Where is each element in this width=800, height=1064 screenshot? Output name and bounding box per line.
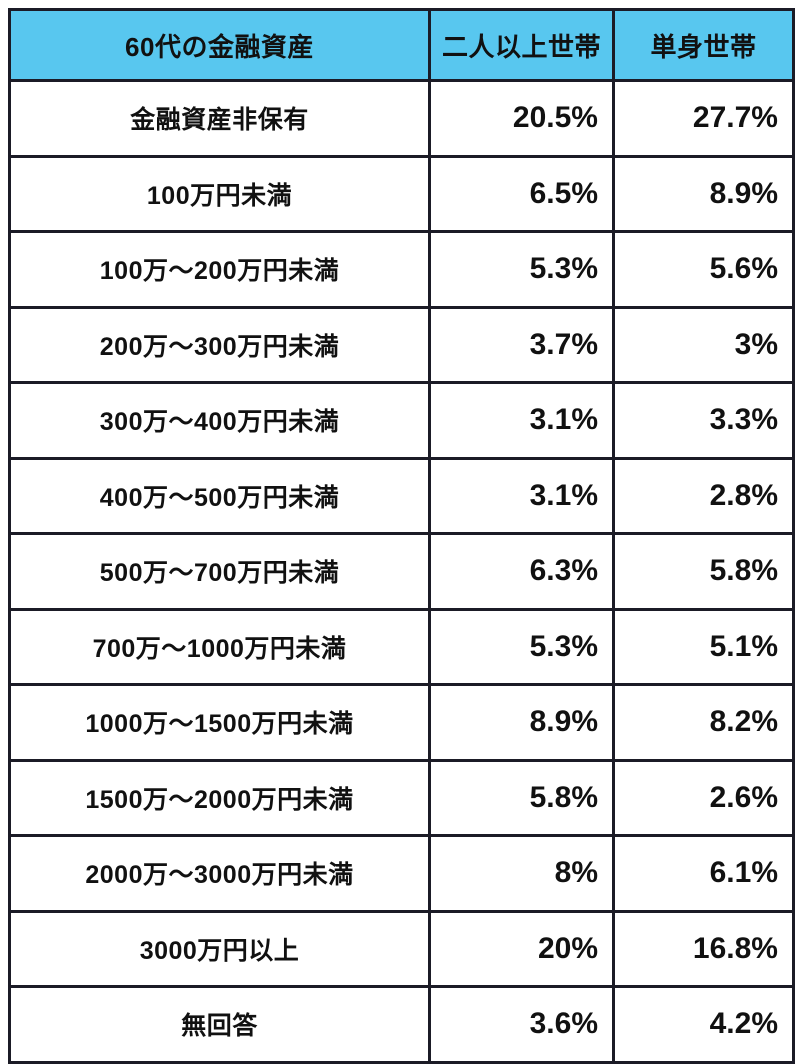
two-person-value-cell: 20.5% [428,79,615,158]
category-cell: 3000万円以上 [8,909,431,988]
two-person-value-cell: 8.9% [428,683,615,762]
financial-assets-table-container: 60代の金融資産 二人以上世帯 単身世帯 金融資産非保有 20.5% 27.7%… [8,8,795,1064]
two-person-value-cell: 8% [428,834,615,913]
table-row: 700万〜1000万円未満 5.3% 5.1% [8,607,795,686]
two-person-value-cell: 3.1% [428,456,615,535]
category-cell: 1000万〜1500万円未満 [8,683,431,762]
table-row: 1000万〜1500万円未満 8.9% 8.2% [8,683,795,762]
category-cell: 2000万〜3000万円未満 [8,834,431,913]
single-value-cell: 6.1% [612,834,795,913]
category-cell: 金融資産非保有 [8,79,431,158]
category-cell: 100万〜200万円未満 [8,230,431,309]
category-cell: 300万〜400万円未満 [8,381,431,460]
category-cell: 1500万〜2000万円未満 [8,758,431,837]
table-row: 3000万円以上 20% 16.8% [8,909,795,988]
single-value-cell: 3.3% [612,381,795,460]
table-body: 金融資産非保有 20.5% 27.7% 100万円未満 6.5% 8.9% 10… [8,79,795,1064]
header-category: 60代の金融資産 [8,8,431,82]
two-person-value-cell: 5.3% [428,607,615,686]
single-value-cell: 8.2% [612,683,795,762]
two-person-value-cell: 3.6% [428,985,615,1064]
single-value-cell: 3% [612,305,795,384]
table-row: 無回答 3.6% 4.2% [8,985,795,1064]
two-person-value-cell: 3.7% [428,305,615,384]
header-row: 60代の金融資産 二人以上世帯 単身世帯 [8,8,795,82]
single-value-cell: 2.6% [612,758,795,837]
table-row: 400万〜500万円未満 3.1% 2.8% [8,456,795,535]
financial-assets-table: 60代の金融資産 二人以上世帯 単身世帯 金融資産非保有 20.5% 27.7%… [8,8,795,1064]
single-value-cell: 5.8% [612,532,795,611]
header-single-household: 単身世帯 [612,8,795,82]
header-two-person-household: 二人以上世帯 [428,8,615,82]
table-row: 300万〜400万円未満 3.1% 3.3% [8,381,795,460]
single-value-cell: 5.6% [612,230,795,309]
table-row: 1500万〜2000万円未満 5.8% 2.6% [8,758,795,837]
single-value-cell: 27.7% [612,79,795,158]
single-value-cell: 16.8% [612,909,795,988]
two-person-value-cell: 5.8% [428,758,615,837]
category-cell: 700万〜1000万円未満 [8,607,431,686]
table-row: 500万〜700万円未満 6.3% 5.8% [8,532,795,611]
single-value-cell: 5.1% [612,607,795,686]
category-cell: 500万〜700万円未満 [8,532,431,611]
table-row: 金融資産非保有 20.5% 27.7% [8,79,795,158]
table-row: 100万〜200万円未満 5.3% 5.6% [8,230,795,309]
two-person-value-cell: 6.5% [428,154,615,233]
category-cell: 200万〜300万円未満 [8,305,431,384]
table-row: 100万円未満 6.5% 8.9% [8,154,795,233]
single-value-cell: 2.8% [612,456,795,535]
two-person-value-cell: 6.3% [428,532,615,611]
two-person-value-cell: 20% [428,909,615,988]
table-row: 200万〜300万円未満 3.7% 3% [8,305,795,384]
table-row: 2000万〜3000万円未満 8% 6.1% [8,834,795,913]
category-cell: 無回答 [8,985,431,1064]
two-person-value-cell: 5.3% [428,230,615,309]
two-person-value-cell: 3.1% [428,381,615,460]
single-value-cell: 4.2% [612,985,795,1064]
category-cell: 400万〜500万円未満 [8,456,431,535]
single-value-cell: 8.9% [612,154,795,233]
category-cell: 100万円未満 [8,154,431,233]
